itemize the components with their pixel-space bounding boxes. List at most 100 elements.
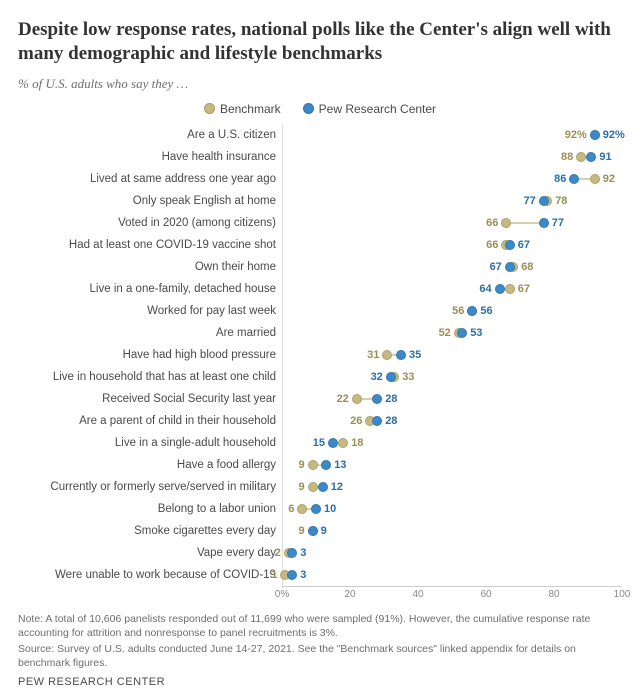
pew-marker <box>539 196 549 206</box>
row-label: Live in a single-adult household <box>18 437 282 449</box>
pew-value: 13 <box>334 459 346 471</box>
row-label: Worked for pay last week <box>18 305 282 317</box>
benchmark-value: 2 <box>275 547 281 559</box>
chart-subtitle: % of U.S. adults who say they … <box>18 76 622 92</box>
benchmark-marker <box>308 460 318 470</box>
pew-marker <box>505 240 515 250</box>
row-plot: 8891 <box>282 146 622 168</box>
row-plot: 92%92% <box>282 124 622 146</box>
pew-marker <box>586 152 596 162</box>
benchmark-marker <box>352 394 362 404</box>
row-label: Only speak English at home <box>18 195 282 207</box>
pew-value: 67 <box>518 239 530 251</box>
benchmark-value: 22 <box>337 393 349 405</box>
chart-row: Had at least one COVID-19 vaccine shot66… <box>18 234 622 256</box>
row-label: Are a parent of child in their household <box>18 415 282 427</box>
benchmark-value: 33 <box>402 371 414 383</box>
benchmark-value: 52 <box>439 327 451 339</box>
pew-dot-icon <box>303 103 314 114</box>
legend: Benchmark Pew Research Center <box>18 102 622 116</box>
row-plot: 5253 <box>282 322 622 344</box>
row-plot: 610 <box>282 498 622 520</box>
benchmark-value: 66 <box>486 239 498 251</box>
legend-benchmark: Benchmark <box>204 102 281 116</box>
pew-value: 3 <box>300 569 306 581</box>
benchmark-value: 88 <box>561 151 573 163</box>
pew-marker <box>495 284 505 294</box>
row-plot: 3135 <box>282 344 622 366</box>
row-label: Were unable to work because of COVID-19 <box>18 569 282 581</box>
benchmark-value: 1 <box>271 569 277 581</box>
legend-pew: Pew Research Center <box>303 102 436 116</box>
pew-marker <box>287 548 297 558</box>
chart-row: Worked for pay last week5656 <box>18 300 622 322</box>
chart-row: Are a parent of child in their household… <box>18 410 622 432</box>
chart-row: Have a food allergy913 <box>18 454 622 476</box>
pew-value: 15 <box>313 437 325 449</box>
pew-marker <box>457 328 467 338</box>
benchmark-value: 68 <box>521 261 533 273</box>
benchmark-value: 92 <box>603 173 615 185</box>
chart-row: Live in a one-family, detached house6764 <box>18 278 622 300</box>
pew-marker <box>569 174 579 184</box>
benchmark-marker <box>382 350 392 360</box>
chart-row: Smoke cigarettes every day99 <box>18 520 622 542</box>
row-label: Currently or formerly serve/served in mi… <box>18 481 282 493</box>
pew-marker <box>308 526 318 536</box>
pew-marker <box>287 570 297 580</box>
pew-value: 86 <box>554 173 566 185</box>
pew-marker <box>328 438 338 448</box>
chart-note: Note: A total of 10,606 panelists respon… <box>18 612 622 640</box>
benchmark-value: 78 <box>555 195 567 207</box>
benchmark-marker <box>501 218 511 228</box>
row-label: Live in a one-family, detached house <box>18 283 282 295</box>
chart-row: Are a U.S. citizen92%92% <box>18 124 622 146</box>
chart-row: Have health insurance8891 <box>18 146 622 168</box>
row-label: Smoke cigarettes every day <box>18 525 282 537</box>
pew-value: 77 <box>552 217 564 229</box>
row-plot: 68 67 <box>282 256 622 278</box>
chart-row: Lived at same address one year ago 92 86 <box>18 168 622 190</box>
pew-marker <box>505 262 515 272</box>
row-label: Vape every day <box>18 547 282 559</box>
chart-row: Have had high blood pressure3135 <box>18 344 622 366</box>
benchmark-value: 9 <box>298 459 304 471</box>
chart-row: Only speak English at home 78 77 <box>18 190 622 212</box>
chart-row: Own their home6867 <box>18 256 622 278</box>
pew-value: 92% <box>603 129 625 141</box>
pew-marker <box>372 394 382 404</box>
benchmark-marker <box>338 438 348 448</box>
benchmark-marker <box>308 482 318 492</box>
pew-marker <box>386 372 396 382</box>
pew-value: 67 <box>490 261 502 273</box>
benchmark-value: 18 <box>351 437 363 449</box>
row-plot: 92 86 <box>282 168 622 190</box>
chart-row: Are married5253 <box>18 322 622 344</box>
benchmark-value: 9 <box>298 525 304 537</box>
pew-marker <box>321 460 331 470</box>
axis-tick: 80 <box>548 589 559 600</box>
pew-value: 77 <box>524 195 536 207</box>
benchmark-marker <box>576 152 586 162</box>
chart-source: Source: Survey of U.S. adults conducted … <box>18 642 622 670</box>
benchmark-value: 66 <box>486 217 498 229</box>
benchmark-marker <box>505 284 515 294</box>
chart-row: Voted in 2020 (among citizens)6677 <box>18 212 622 234</box>
chart-title: Despite low response rates, national pol… <box>18 18 622 66</box>
row-label: Lived at same address one year ago <box>18 173 282 185</box>
x-axis: 0%20406080100 <box>282 586 622 604</box>
pew-value: 64 <box>479 283 491 295</box>
row-plot: 5656 <box>282 300 622 322</box>
row-label: Are a U.S. citizen <box>18 129 282 141</box>
pew-value: 12 <box>331 481 343 493</box>
chart-row: Currently or formerly serve/served in mi… <box>18 476 622 498</box>
pew-value: 10 <box>324 503 336 515</box>
chart-row: Vape every day23 <box>18 542 622 564</box>
axis-tick: 60 <box>480 589 491 600</box>
benchmark-value: 56 <box>452 305 464 317</box>
pew-marker <box>467 306 477 316</box>
row-plot: 23 <box>282 542 622 564</box>
benchmark-marker <box>590 174 600 184</box>
pew-value: 32 <box>371 371 383 383</box>
row-label: Belong to a labor union <box>18 503 282 515</box>
